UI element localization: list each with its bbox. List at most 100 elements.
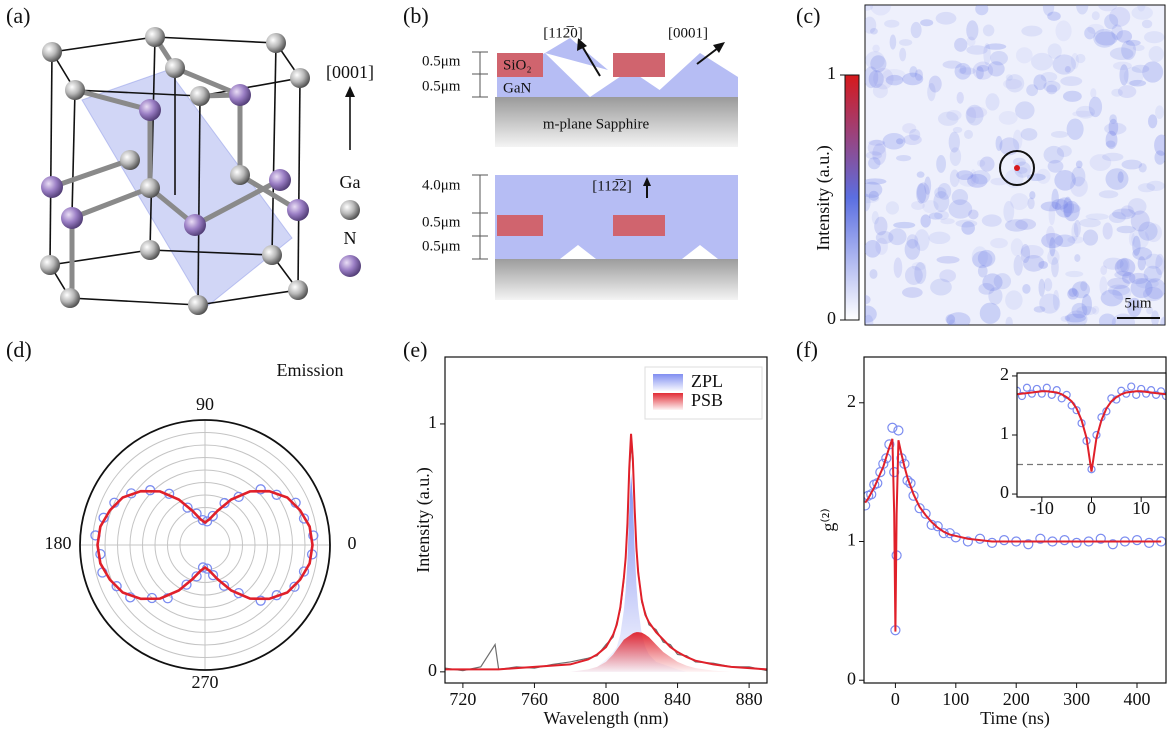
speckle xyxy=(949,169,960,188)
panel-label: (e) xyxy=(403,337,427,362)
x-tick-label: 200 xyxy=(1003,689,1030,709)
speckle xyxy=(948,131,960,153)
speckle xyxy=(1145,223,1163,243)
speckle xyxy=(1116,30,1133,43)
speckle xyxy=(998,110,1018,125)
speckle xyxy=(1043,278,1053,292)
speckle xyxy=(1066,118,1084,140)
speckle xyxy=(979,156,995,172)
speckle xyxy=(1049,237,1056,257)
speckle xyxy=(1062,90,1082,102)
speckle xyxy=(1142,286,1163,302)
speckle xyxy=(1003,200,1015,223)
speckle xyxy=(982,24,995,37)
angle-label: 180 xyxy=(45,533,72,553)
speckle xyxy=(1029,191,1036,200)
pl-map: 5μm Intensity (a.u.) xyxy=(813,4,1166,326)
speckle xyxy=(1100,289,1124,307)
y-axis-label: g⁽²⁾ xyxy=(818,508,838,531)
speckle xyxy=(979,302,1001,324)
speckle xyxy=(1038,278,1045,297)
speckle xyxy=(977,249,996,267)
speckle xyxy=(982,273,1003,292)
speckle xyxy=(922,200,939,214)
speckle xyxy=(936,255,960,264)
data-point xyxy=(191,508,202,519)
speckle xyxy=(968,209,979,220)
speckle xyxy=(1132,235,1141,256)
speckle xyxy=(1047,249,1060,265)
data-point xyxy=(219,497,230,509)
speckle xyxy=(1107,284,1130,296)
speckle xyxy=(1071,166,1086,187)
speckle xyxy=(1122,272,1136,284)
speckle xyxy=(972,61,994,80)
speckle xyxy=(865,181,883,198)
speckle xyxy=(993,273,1012,290)
speckle xyxy=(936,154,947,173)
data-point xyxy=(887,422,898,433)
y-tick-label: 1 xyxy=(1000,423,1009,443)
legend-swatch xyxy=(653,393,683,410)
speckle xyxy=(976,159,986,167)
x-tick-label: 720 xyxy=(449,689,476,709)
speckle xyxy=(865,194,880,204)
speckle xyxy=(937,111,959,126)
speckle xyxy=(1066,310,1088,325)
speckle xyxy=(1111,313,1135,325)
speckle xyxy=(1109,47,1134,61)
data-point xyxy=(986,537,998,548)
y-tick-label: 2 xyxy=(847,391,856,411)
speckle xyxy=(1088,96,1103,118)
y-tick-label: 1 xyxy=(847,530,856,550)
speckle xyxy=(1076,306,1097,316)
speckle xyxy=(1015,47,1033,64)
speckle xyxy=(1051,199,1069,210)
speckle xyxy=(904,238,921,260)
speckle xyxy=(1130,210,1150,232)
speckle xyxy=(1073,219,1081,237)
x-axis-label: Time (ns) xyxy=(980,708,1050,729)
data-point xyxy=(1143,537,1155,548)
line xyxy=(445,443,767,672)
speckle xyxy=(1047,43,1062,59)
speckle xyxy=(933,190,950,212)
speckle xyxy=(870,55,887,73)
speckle xyxy=(1071,222,1079,242)
area xyxy=(445,632,767,672)
data-point xyxy=(914,503,925,514)
speckle xyxy=(1131,5,1153,20)
panel-label: (a) xyxy=(6,3,30,28)
speckle xyxy=(1105,168,1129,190)
annotation: Emission xyxy=(276,360,343,380)
speckle xyxy=(954,63,972,80)
speckle xyxy=(970,169,977,185)
speckle xyxy=(1003,78,1022,90)
data-point xyxy=(1146,386,1156,395)
speckle xyxy=(902,287,923,298)
data-point xyxy=(866,489,877,500)
speckle xyxy=(1132,44,1145,51)
data-point xyxy=(218,580,230,591)
speckle xyxy=(1038,261,1049,269)
speckle xyxy=(930,278,952,296)
speckle xyxy=(889,34,897,50)
speckle xyxy=(914,229,930,252)
x-axis-label: Wavelength (nm) xyxy=(543,708,668,729)
data-point xyxy=(207,570,219,581)
x-tick-label: 300 xyxy=(1063,689,1090,709)
speckle xyxy=(1103,257,1124,270)
speckle xyxy=(1060,76,1083,87)
speckle xyxy=(1020,244,1044,259)
data-point xyxy=(111,581,122,592)
colorbar-label: Intensity (a.u.) xyxy=(813,145,834,250)
data-point xyxy=(1156,387,1166,396)
speckle xyxy=(1055,20,1072,42)
speckle xyxy=(1112,208,1136,220)
legend-label: Ga xyxy=(340,172,361,192)
data-point xyxy=(182,502,193,513)
speckle xyxy=(1091,305,1100,315)
speckle xyxy=(872,83,888,99)
speckle xyxy=(1102,152,1124,162)
